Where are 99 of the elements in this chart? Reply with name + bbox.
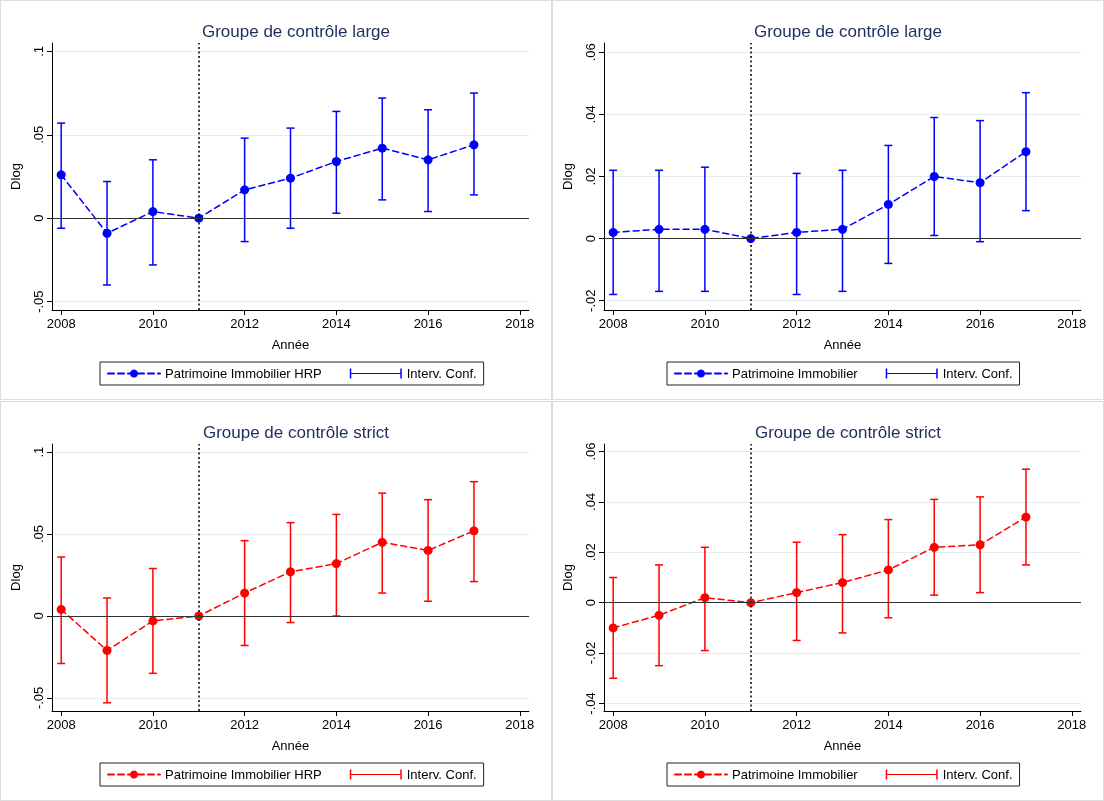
x-tick-label: 2010 bbox=[138, 316, 168, 331]
chart-title: Groupe de contrôle strict bbox=[202, 423, 390, 442]
point bbox=[469, 526, 479, 536]
x-tick-label: 2018 bbox=[1057, 717, 1087, 732]
point bbox=[883, 565, 893, 575]
y-tick-label: .02 bbox=[583, 543, 598, 562]
chart-title: Groupe de contrôle strict bbox=[754, 423, 942, 442]
y-tick-label: .06 bbox=[583, 442, 598, 461]
y-tick-label: -.04 bbox=[583, 692, 598, 715]
x-tick-label: 2012 bbox=[230, 717, 260, 732]
x-tick-label: 2016 bbox=[965, 316, 995, 331]
y-tick-label: -.05 bbox=[31, 290, 46, 313]
y-tick-label: .06 bbox=[583, 43, 598, 62]
legend-label: Patrimoine Immobilier HRP bbox=[165, 767, 322, 782]
y-axis-title: Dlog bbox=[8, 163, 23, 190]
point bbox=[377, 537, 387, 547]
legend-label: Interv. Conf. bbox=[406, 366, 477, 381]
x-tick-label: 2010 bbox=[690, 717, 720, 732]
point bbox=[929, 542, 939, 552]
point bbox=[240, 588, 250, 598]
x-axis-title: Année bbox=[823, 738, 862, 753]
point bbox=[700, 224, 710, 234]
point bbox=[423, 155, 433, 165]
x-tick-label: 2010 bbox=[690, 316, 720, 331]
y-tick-label: .1 bbox=[31, 45, 46, 57]
point bbox=[148, 616, 158, 626]
y-tick-label: -.02 bbox=[583, 289, 598, 312]
point bbox=[102, 645, 112, 655]
y-tick-label: 0 bbox=[31, 214, 46, 222]
legend-label: Patrimoine Immobilier bbox=[732, 366, 859, 381]
y-axis-title: Dlog bbox=[560, 163, 575, 190]
point bbox=[423, 545, 433, 555]
legend-label: Interv. Conf. bbox=[942, 767, 1013, 782]
x-tick-label: 2008 bbox=[598, 717, 628, 732]
x-tick-label: 2012 bbox=[230, 316, 260, 331]
point bbox=[56, 170, 66, 180]
point bbox=[286, 567, 295, 577]
x-tick-label: 2018 bbox=[505, 717, 535, 732]
x-axis-title: Année bbox=[823, 337, 862, 352]
point bbox=[700, 593, 710, 603]
point bbox=[240, 185, 250, 195]
x-tick-label: 2016 bbox=[413, 717, 443, 732]
point bbox=[102, 228, 112, 238]
x-axis-title: Année bbox=[271, 337, 310, 352]
point bbox=[56, 604, 66, 614]
x-tick-label: 2012 bbox=[782, 316, 812, 331]
x-axis-title: Année bbox=[271, 738, 310, 753]
point bbox=[1021, 512, 1031, 522]
x-tick-label: 2018 bbox=[1057, 316, 1087, 331]
x-tick-label: 2012 bbox=[782, 717, 812, 732]
y-axis-title: Dlog bbox=[8, 564, 23, 591]
legend-label: Interv. Conf. bbox=[406, 767, 477, 782]
point bbox=[792, 227, 802, 237]
y-tick-label: .05 bbox=[31, 525, 46, 544]
legend-label: Patrimoine Immobilier bbox=[732, 767, 859, 782]
point bbox=[1021, 147, 1031, 157]
y-axis-title: Dlog bbox=[560, 564, 575, 591]
y-tick-label: -.02 bbox=[583, 641, 598, 665]
x-tick-label: 2016 bbox=[965, 717, 995, 732]
y-tick-label: .05 bbox=[31, 125, 46, 144]
legend-label: Interv. Conf. bbox=[942, 366, 1013, 381]
point bbox=[838, 578, 847, 588]
point bbox=[975, 178, 985, 188]
point bbox=[654, 610, 664, 620]
legend-label: Patrimoine Immobilier HRP bbox=[165, 366, 322, 381]
y-tick-label: .02 bbox=[583, 167, 598, 186]
y-tick-label: 0 bbox=[583, 599, 598, 607]
x-tick-label: 2008 bbox=[598, 316, 628, 331]
x-tick-label: 2014 bbox=[321, 316, 351, 331]
point bbox=[469, 140, 479, 150]
point bbox=[929, 172, 939, 181]
point bbox=[331, 559, 341, 569]
y-tick-label: -.05 bbox=[31, 686, 46, 710]
x-tick-label: 2008 bbox=[46, 717, 76, 732]
point bbox=[883, 199, 893, 209]
chart-title: Groupe de contrôle large bbox=[753, 22, 943, 41]
y-tick-label: .04 bbox=[583, 492, 598, 511]
point bbox=[975, 540, 985, 550]
point bbox=[148, 207, 158, 217]
chart-title: Groupe de contrôle large bbox=[201, 22, 391, 41]
x-tick-label: 2008 bbox=[46, 316, 76, 331]
point bbox=[331, 156, 341, 166]
y-tick-label: .04 bbox=[583, 105, 598, 124]
point bbox=[608, 227, 618, 237]
y-tick-label: .1 bbox=[31, 446, 46, 458]
y-tick-label: 0 bbox=[583, 234, 598, 243]
point bbox=[838, 224, 847, 234]
x-tick-label: 2014 bbox=[873, 316, 903, 331]
point bbox=[377, 143, 387, 153]
point bbox=[286, 173, 295, 183]
y-tick-label: 0 bbox=[31, 612, 46, 620]
point bbox=[608, 623, 618, 633]
point bbox=[792, 588, 802, 598]
x-tick-label: 2014 bbox=[321, 717, 351, 732]
point bbox=[654, 224, 664, 234]
x-tick-label: 2014 bbox=[873, 717, 903, 732]
x-tick-label: 2018 bbox=[505, 316, 535, 331]
x-tick-label: 2010 bbox=[138, 717, 168, 732]
x-tick-label: 2016 bbox=[413, 316, 443, 331]
